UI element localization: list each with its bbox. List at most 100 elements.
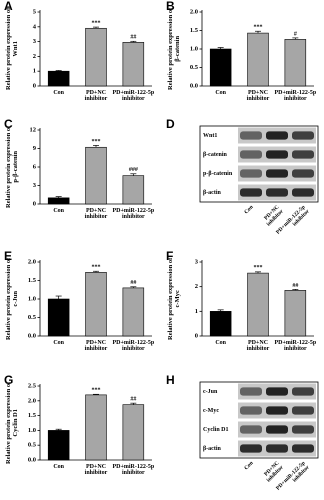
- significance-label: ###: [129, 167, 138, 173]
- y-tick-label: 9: [33, 145, 37, 152]
- panel: 0 3 6 9 12 *** ### C Relative protein expression…: [0, 118, 162, 242]
- significance-label: ##: [292, 283, 298, 289]
- panel-plot: c-Jun c-Myc Cyclin D1 β-actin: [199, 381, 319, 459]
- y-axis-label: Relative protein expression of c-Myc: [167, 257, 181, 340]
- x-tick-label: PD+miR-122-5p inhibitor: [274, 340, 317, 353]
- blot-band: [266, 406, 288, 415]
- blot-band: [292, 188, 314, 197]
- bar: [85, 272, 107, 337]
- panel: 0 1 2 3 4 5 *** ## A Relative protein expression …: [0, 0, 162, 124]
- x-tick-label: Con: [53, 90, 64, 96]
- blot-band: [292, 131, 314, 140]
- y-tick-label: 1.0: [190, 45, 198, 52]
- significance-label: ##: [130, 397, 136, 403]
- panel-letter: H: [166, 373, 175, 387]
- blot-band: [292, 406, 314, 415]
- x-tick-label: PD+miR-122-5p inhibitor: [112, 340, 155, 353]
- panel-plot: 0.0 0.5 1.0 1.5 2.0 2.5 *** ##: [28, 382, 152, 463]
- y-tick-label: 0: [195, 332, 198, 339]
- y-tick-label: 12: [30, 126, 37, 133]
- blot-band: [240, 169, 262, 178]
- blot-row-label: β-actin: [203, 190, 221, 196]
- panel: Wnt1 β-catenin p-β-catenin β-actin D Con PD+NC…: [162, 118, 324, 242]
- bar: [284, 39, 307, 87]
- blot-row-label: c-Myc: [203, 408, 219, 414]
- x-tick-label: Con: [215, 90, 226, 96]
- blot-band: [266, 150, 288, 159]
- y-tick-label: 6: [33, 163, 37, 170]
- significance-label: ##: [130, 280, 136, 286]
- blot-band: [292, 444, 314, 453]
- y-tick-label: 2.0: [190, 8, 198, 15]
- bar: [122, 404, 145, 461]
- blot-band: [240, 387, 262, 396]
- x-tick-label: PD+miR-122-5p inhibitor: [112, 464, 155, 477]
- y-axis-label: Relative protein expression of Cyclin D1: [5, 381, 19, 464]
- significance-label: ***: [92, 388, 101, 394]
- x-tick-label: Con: [53, 208, 64, 214]
- bar: [47, 70, 70, 87]
- significance-label: ***: [92, 265, 101, 271]
- bar: [247, 32, 269, 87]
- significance-label: ##: [130, 35, 136, 41]
- bar: [85, 394, 107, 461]
- y-tick-label: 2.5: [28, 382, 37, 389]
- blot-band: [266, 131, 288, 140]
- y-axis-label: Relative protein expression of p-β-caten…: [5, 125, 19, 208]
- panel: 0.0 0.5 1.0 1.5 2.0 2.5 *** ## G Relative protein…: [0, 374, 162, 498]
- blot-band: [292, 425, 314, 434]
- x-tick-label: PD+miR-122-5p inhibitor: [112, 90, 155, 103]
- x-tick-label: PD+miR-122-5p inhibitor: [274, 90, 317, 103]
- panel-letter: E: [4, 249, 13, 263]
- panel: 0.0 0.5 1.0 1.5 2.0 *** # B Relative protein exp…: [162, 0, 324, 124]
- y-tick-label: 1.0: [28, 295, 36, 302]
- blot-band: [240, 444, 262, 453]
- blot-band: [266, 188, 288, 197]
- y-tick-label: 3: [195, 258, 199, 265]
- significance-label: #: [294, 31, 297, 37]
- y-tick-label: 2.0: [28, 258, 36, 265]
- y-tick-label: 0.0: [28, 456, 36, 463]
- y-tick-label: 2: [195, 283, 198, 290]
- panel-plot: 0 3 6 9 12 *** ###: [30, 126, 152, 207]
- bar: [85, 27, 107, 87]
- bar: [47, 430, 70, 461]
- panel-plot: 0.0 0.5 1.0 1.5 2.0 *** #: [190, 8, 314, 89]
- significance-label: ***: [92, 139, 101, 145]
- bar: [85, 146, 107, 205]
- x-tick-label: Con: [215, 340, 226, 346]
- y-tick-label: 0: [33, 82, 36, 89]
- panel: 0 1 2 3 *** ## F Relative protein expression of…: [162, 250, 324, 374]
- y-tick-label: 0: [33, 200, 36, 207]
- panel-letter: G: [4, 373, 14, 387]
- y-tick-label: 1.0: [28, 427, 36, 434]
- blot-band: [266, 387, 288, 396]
- blot-band: [266, 444, 288, 453]
- x-tick-label: PD+NC inhibitor: [84, 464, 108, 477]
- x-tick-label: PD+NC inhibitor: [84, 208, 108, 221]
- x-tick-label: Con: [53, 464, 64, 470]
- y-tick-label: 1.5: [28, 277, 37, 284]
- blot-band: [292, 169, 314, 178]
- blot-row-label: Cyclin D1: [203, 427, 229, 433]
- y-tick-label: 2.0: [28, 397, 36, 404]
- x-tick-label: PD+NC inhibitor: [246, 340, 270, 353]
- significance-label: ***: [254, 265, 263, 271]
- bar: [47, 197, 70, 205]
- blot-row-label: p-β-catenin: [203, 171, 233, 177]
- blot-band: [240, 188, 262, 197]
- panel-plot: 0 1 2 3 *** ##: [195, 258, 314, 339]
- panel: c-Jun c-Myc Cyclin D1 β-actin H Con PD+NC inhi…: [162, 374, 324, 498]
- blot-band: [240, 425, 262, 434]
- y-tick-label: 3: [33, 182, 37, 189]
- blot-row-label: β-catenin: [203, 152, 227, 158]
- blot-band: [240, 150, 262, 159]
- x-tick-label: Con: [53, 340, 64, 346]
- panel-plot: 0 1 2 3 4 5 *** ##: [33, 8, 152, 89]
- y-tick-label: 1: [33, 68, 36, 75]
- y-tick-label: 2: [33, 53, 36, 60]
- y-tick-label: 5: [33, 8, 37, 15]
- bar: [209, 48, 232, 87]
- blot-band: [240, 131, 262, 140]
- y-tick-label: 1: [195, 308, 198, 315]
